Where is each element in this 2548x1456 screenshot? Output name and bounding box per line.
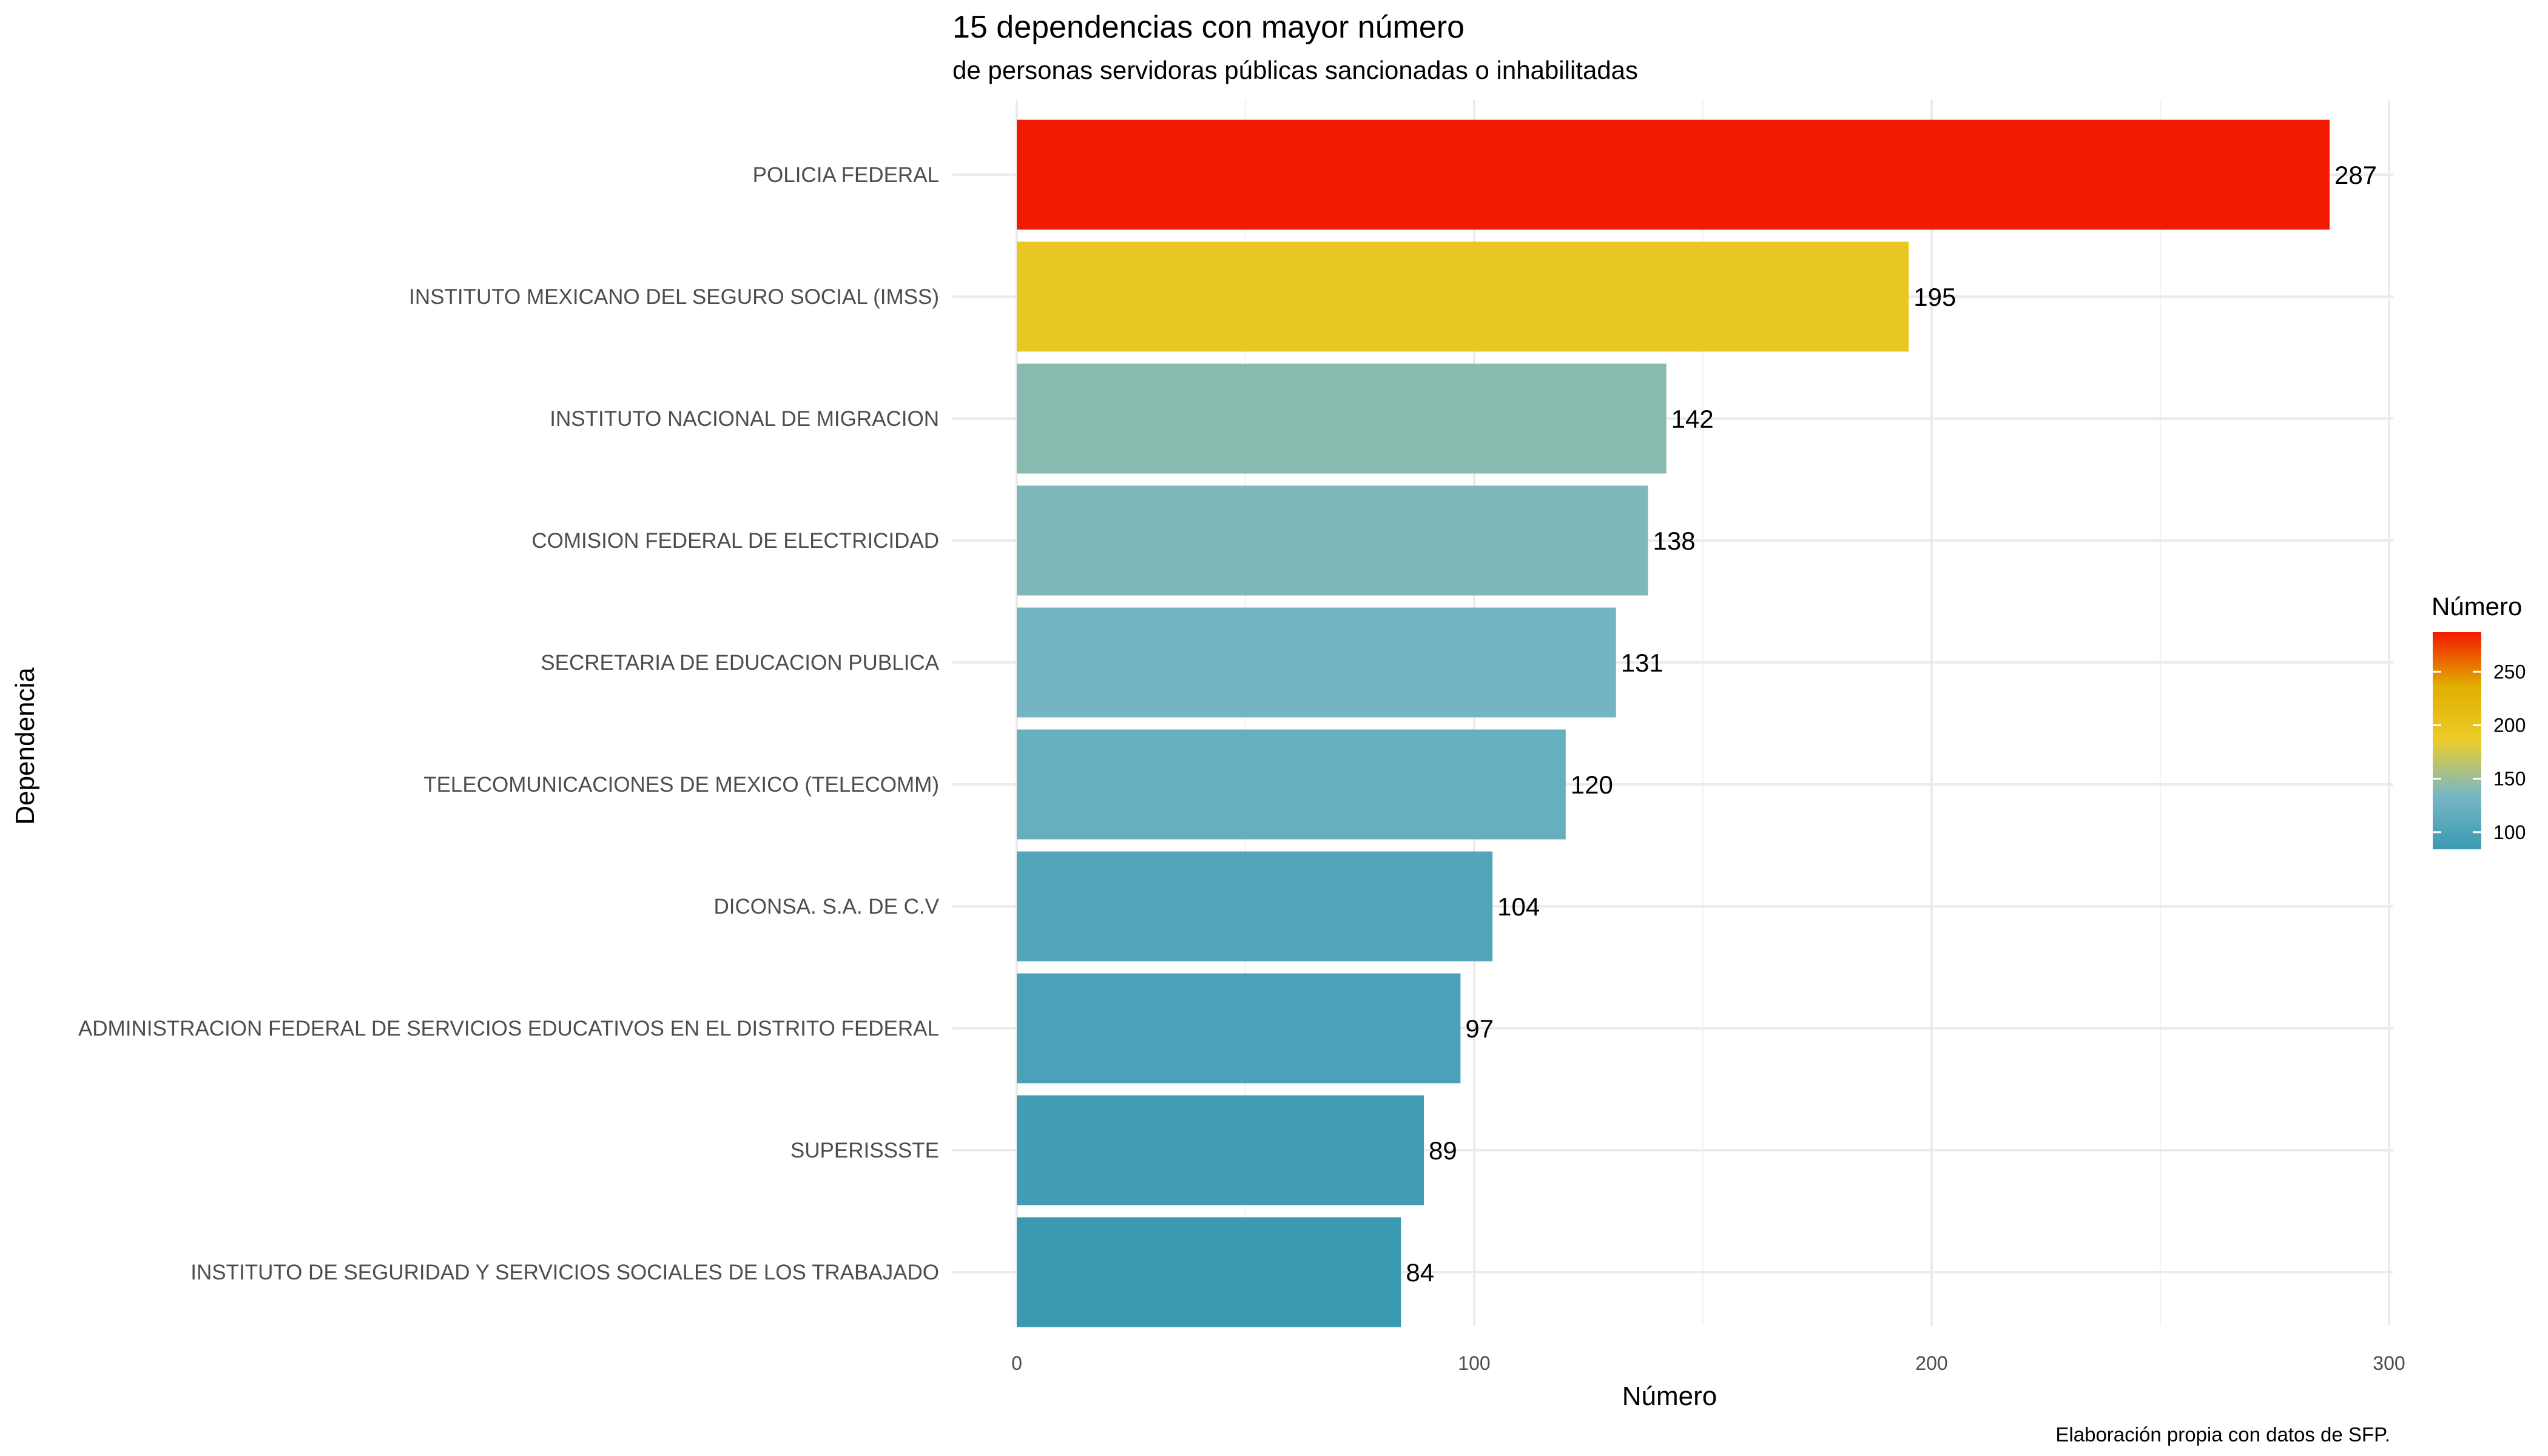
x-tick-label: 0 xyxy=(1011,1352,1022,1374)
bar-value-label: 131 xyxy=(1621,649,1663,677)
legend-tick-label: 150 xyxy=(2493,768,2526,790)
bar xyxy=(1017,607,1616,718)
bar-value-label: 84 xyxy=(1406,1258,1434,1287)
legend-colorbar xyxy=(2433,632,2481,849)
legend-ticks: 100 150 200 250 xyxy=(2433,661,2526,843)
chart-subtitle: de personas servidoras públicas sanciona… xyxy=(952,56,1638,84)
bar xyxy=(1017,485,1648,596)
bar-value-label: 89 xyxy=(1429,1136,1457,1165)
bar-value-label: 195 xyxy=(1913,283,1956,311)
category-label: SECRETARIA DE EDUCACION PUBLICA xyxy=(541,651,939,675)
category-label: COMISION FEDERAL DE ELECTRICIDAD xyxy=(531,529,939,553)
bar xyxy=(1017,973,1461,1084)
bar xyxy=(1017,1217,1401,1327)
color-legend: Número 100 150 200 250 xyxy=(2432,592,2526,849)
bar-value-label: 97 xyxy=(1465,1014,1494,1043)
category-label: DICONSA. S.A. DE C.V xyxy=(714,895,940,918)
category-labels: POLICIA FEDERAL INSTITUTO MEXICANO DEL SE… xyxy=(78,163,940,1284)
category-label: POLICIA FEDERAL xyxy=(753,163,939,187)
bar-value-label: 120 xyxy=(1571,770,1613,799)
legend-tick-label: 200 xyxy=(2493,714,2526,736)
legend-tick-label: 250 xyxy=(2493,661,2526,682)
bar-value-label: 138 xyxy=(1653,527,1696,555)
x-tick-label: 100 xyxy=(1458,1352,1490,1374)
bar xyxy=(1017,120,2330,230)
bar xyxy=(1017,851,1493,962)
chart-title: 15 dependencias con mayor número xyxy=(952,10,1464,45)
y-axis-title: Dependencia xyxy=(10,667,40,825)
chart-caption: Elaboración propia con datos de SFP. xyxy=(2055,1423,2390,1446)
bar xyxy=(1017,241,1909,352)
value-labels: 287 195 142 138 131 120 104 97 89 84 xyxy=(1406,161,2377,1287)
bar-value-label: 287 xyxy=(2334,161,2377,189)
bar-value-label: 142 xyxy=(1671,405,1714,433)
x-tick-label: 300 xyxy=(2373,1352,2405,1374)
category-label: INSTITUTO NACIONAL DE MIGRACION xyxy=(550,407,939,431)
category-label: ADMINISTRACION FEDERAL DE SERVICIOS EDUC… xyxy=(78,1017,939,1040)
x-axis-ticks: 0 100 200 300 xyxy=(1011,1352,2405,1374)
category-label: SUPERISSSTE xyxy=(790,1139,939,1162)
x-axis-title: Número xyxy=(1622,1381,1717,1411)
x-tick-label: 200 xyxy=(1915,1352,1947,1374)
category-label: INSTITUTO MEXICANO DEL SEGURO SOCIAL (IM… xyxy=(409,285,939,309)
bar xyxy=(1017,729,1566,840)
category-label: INSTITUTO DE SEGURIDAD Y SERVICIOS SOCIA… xyxy=(190,1261,939,1284)
bar xyxy=(1017,363,1667,474)
bar-value-label: 104 xyxy=(1497,892,1540,921)
bars xyxy=(1017,120,2330,1327)
bar xyxy=(1017,1095,1424,1205)
category-label: TELECOMUNICACIONES DE MEXICO (TELECOMM) xyxy=(423,773,939,797)
legend-title: Número xyxy=(2432,592,2522,621)
legend-tick-label: 100 xyxy=(2493,821,2526,843)
